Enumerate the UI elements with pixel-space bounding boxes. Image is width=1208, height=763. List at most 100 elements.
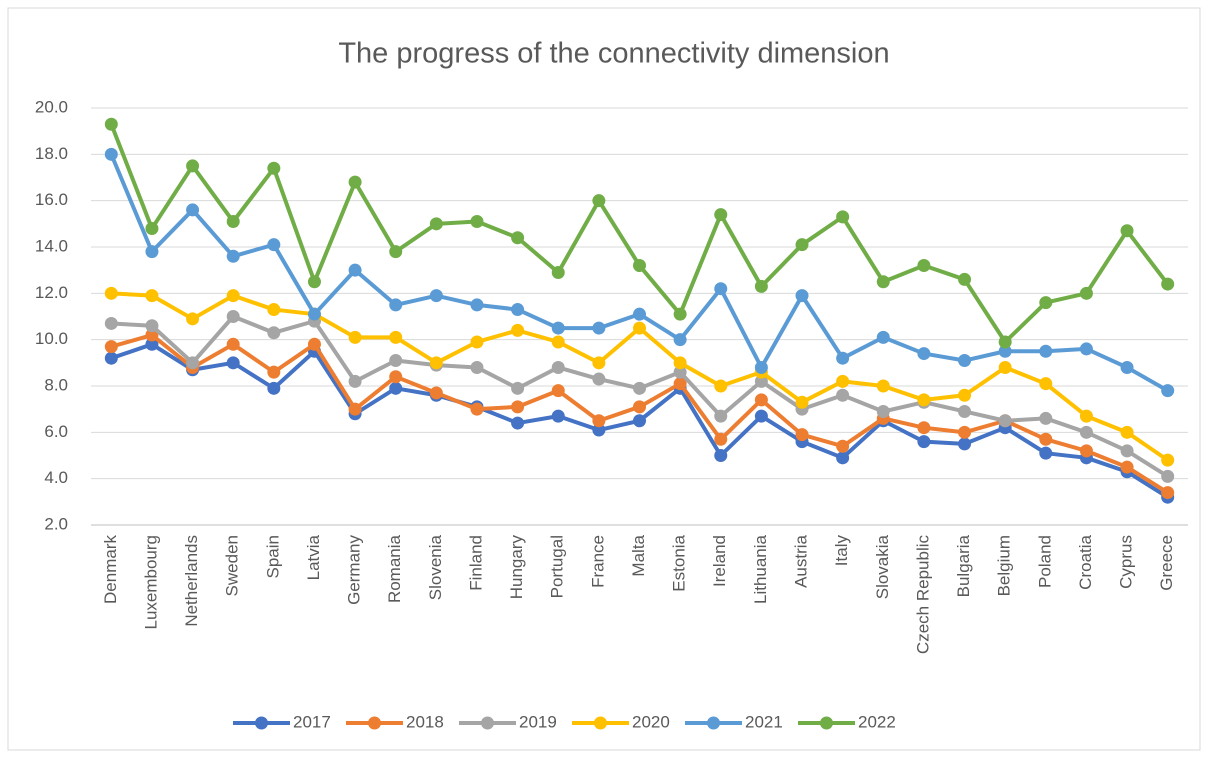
data-point [958, 272, 972, 286]
data-point [795, 428, 809, 442]
y-tick-label: 8.0 [44, 375, 68, 394]
x-tick-label: France [588, 535, 607, 588]
x-tick-label: Greece [1157, 535, 1176, 591]
data-point [348, 330, 362, 344]
data-point [836, 451, 850, 465]
legend-label: 2018 [406, 712, 444, 731]
data-point [145, 221, 159, 235]
data-point [754, 360, 768, 374]
data-point [511, 381, 525, 395]
data-point [104, 340, 118, 354]
data-point [592, 414, 606, 428]
data-point [389, 370, 403, 384]
data-point [958, 404, 972, 418]
data-point [633, 259, 646, 273]
data-point [389, 330, 403, 344]
data-point [470, 360, 484, 374]
y-tick-label: 18.0 [35, 144, 68, 163]
data-point [1079, 425, 1093, 439]
chart-title: The progress of the connectivity dimensi… [338, 38, 889, 70]
data-point [876, 330, 890, 344]
data-point [267, 238, 281, 252]
data-point [551, 384, 565, 398]
data-point [1039, 377, 1053, 391]
data-point [226, 310, 240, 323]
data-point [470, 215, 484, 229]
x-tick-label: Luxembourg [141, 535, 160, 630]
data-point [1161, 469, 1175, 483]
y-tick-label: 10.0 [35, 329, 68, 348]
data-point [186, 203, 200, 217]
data-point [592, 194, 606, 208]
data-point [836, 351, 850, 365]
data-point [917, 259, 931, 273]
data-point [226, 337, 240, 351]
data-point [511, 303, 525, 317]
data-point [1161, 384, 1175, 398]
data-point [389, 354, 403, 368]
data-point [307, 307, 321, 321]
legend-marker [368, 716, 381, 730]
data-point [958, 437, 972, 451]
data-point [998, 335, 1012, 349]
x-tick-label: Hungary [507, 535, 526, 600]
legend-label: 2020 [632, 712, 670, 731]
data-point [429, 356, 443, 370]
legend-label: 2022 [858, 712, 896, 731]
legend-label: 2021 [745, 712, 783, 731]
data-point [429, 289, 443, 303]
data-point [714, 208, 728, 222]
data-point [714, 282, 728, 296]
y-tick-label: 6.0 [44, 422, 68, 441]
data-point [673, 365, 687, 379]
data-point [592, 423, 606, 437]
x-tick-label: Spain [263, 535, 282, 578]
data-point [1161, 277, 1175, 291]
data-point [267, 161, 281, 175]
data-point [795, 238, 809, 252]
x-tick-label: Belgium [995, 535, 1014, 596]
data-point [551, 265, 565, 279]
data-point [1079, 409, 1093, 423]
data-point [348, 263, 362, 277]
data-point [511, 400, 525, 414]
data-point [795, 395, 809, 409]
data-point [1039, 432, 1053, 446]
data-point [145, 337, 159, 351]
x-tick-label: Czech Republic [913, 535, 932, 655]
data-point [917, 347, 931, 361]
data-point [917, 421, 931, 435]
data-point [592, 321, 606, 335]
data-point [1120, 444, 1134, 458]
data-point [389, 298, 403, 312]
x-tick-label: Slovenia [426, 534, 445, 600]
legend-label: 2019 [519, 712, 557, 731]
x-tick-label: Croatia [1076, 534, 1095, 589]
data-point [226, 356, 240, 370]
data-point [186, 356, 200, 370]
y-tick-label: 4.0 [44, 468, 68, 487]
x-tick-label: Bulgaria [954, 534, 973, 597]
x-tick-label: Lithuania [751, 534, 770, 604]
x-tick-label: Netherlands [182, 535, 201, 627]
data-point [714, 379, 728, 393]
data-point [1120, 360, 1134, 374]
legend-marker [594, 716, 607, 730]
x-tick-label: Estonia [670, 534, 689, 591]
data-point [633, 321, 646, 335]
data-point [917, 435, 931, 449]
x-tick-label: Slovakia [873, 534, 892, 599]
data-point [1039, 411, 1053, 425]
data-point [876, 404, 890, 418]
data-point [714, 432, 728, 446]
data-point [226, 215, 240, 229]
data-point [592, 356, 606, 370]
data-point [633, 381, 646, 395]
x-tick-label: Denmark [101, 535, 120, 604]
x-tick-label: Romania [385, 534, 404, 603]
data-point [754, 374, 768, 388]
data-point [917, 393, 931, 407]
y-tick-label: 2.0 [44, 514, 68, 533]
data-point [267, 303, 281, 317]
data-point [470, 402, 484, 416]
